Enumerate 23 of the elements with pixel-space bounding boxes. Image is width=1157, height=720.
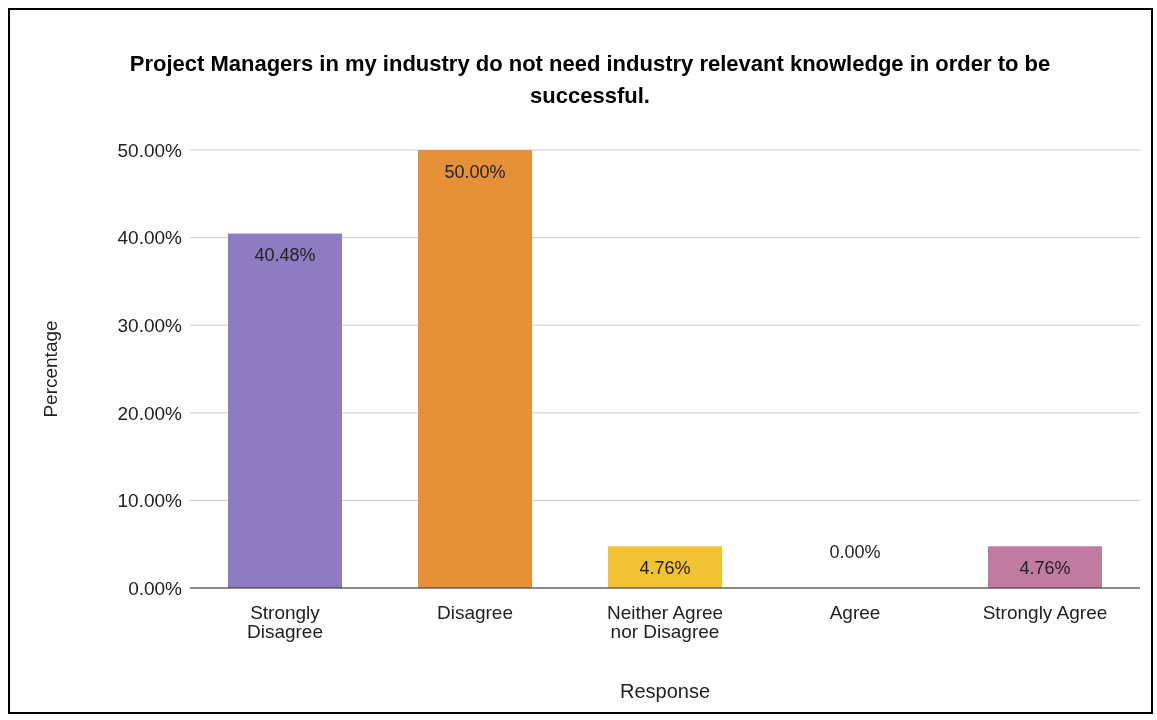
bar bbox=[988, 546, 1102, 588]
bar bbox=[228, 233, 342, 588]
x-tick-label: Disagree bbox=[436, 602, 514, 624]
data-label: 0.00% bbox=[829, 542, 881, 562]
y-tick-label: 40.00% bbox=[117, 227, 183, 249]
data-label: 50.00% bbox=[444, 162, 506, 182]
bar bbox=[608, 546, 722, 588]
x-tick-label: Strongly Disagree bbox=[246, 602, 324, 643]
y-tick-label: 50.00% bbox=[117, 139, 183, 161]
data-label: 40.48% bbox=[254, 245, 316, 266]
x-axis-title: Response bbox=[619, 680, 711, 702]
data-label: 4.76% bbox=[639, 558, 691, 579]
chart-title: Project Managers in my industry do not need industry relevant knowledge in order to be successful. bbox=[128, 50, 1052, 110]
y-tick-label: 10.00% bbox=[117, 490, 183, 512]
x-tick-label: Agree bbox=[829, 602, 881, 624]
y-tick-label: 30.00% bbox=[117, 314, 183, 336]
x-tick-label: Neither Agree nor Disagree bbox=[606, 602, 724, 643]
y-tick-label: 20.00% bbox=[117, 402, 183, 424]
x-tick-label: Strongly Agree bbox=[982, 602, 1108, 624]
data-label: 4.76% bbox=[1019, 558, 1071, 579]
y-axis-title: Percentage bbox=[39, 320, 61, 418]
bar bbox=[418, 150, 532, 588]
y-tick-label: 0.00% bbox=[128, 577, 183, 599]
